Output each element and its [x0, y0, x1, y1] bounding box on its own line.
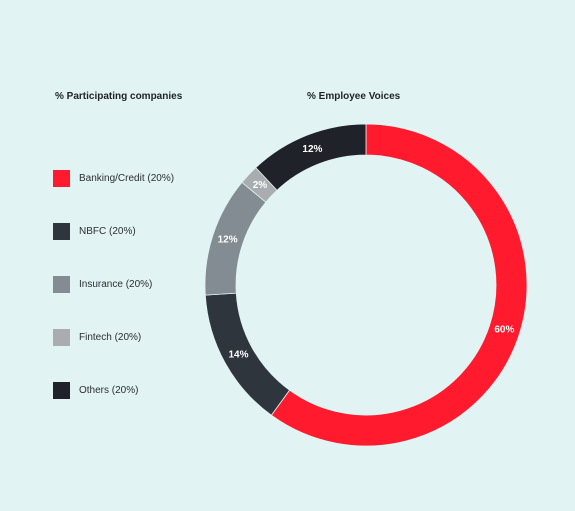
- legend-swatch-insurance: [53, 276, 70, 293]
- legend-item-fintech: Fintech (20%): [53, 328, 141, 347]
- legend-label-banking: Banking/Credit (20%): [79, 173, 175, 184]
- slice-banking: [270, 123, 528, 447]
- slice-others: [255, 123, 367, 191]
- legend-label-nbfc: NBFC (20%): [79, 226, 136, 237]
- legend-swatch-banking: [53, 170, 70, 187]
- legend-swatch-others: [53, 382, 70, 399]
- slice-banking-label: 60%: [494, 324, 514, 335]
- legend-item-nbfc: NBFC (20%): [53, 222, 136, 241]
- slice-fintech-label: 2%: [253, 180, 268, 191]
- legend-item-banking: Banking/Credit (20%): [53, 169, 174, 188]
- employee-voices-title: % Employee Voices: [307, 91, 401, 102]
- legend-label-others: Others (20%): [79, 385, 139, 396]
- legend-label-insurance: Insurance (20%): [79, 279, 153, 290]
- legend-item-others: Others (20%): [53, 381, 138, 400]
- legend-swatch-nbfc: [53, 223, 70, 240]
- slice-others-label: 12%: [302, 144, 322, 155]
- participating-companies-title: % Participating companies: [55, 91, 183, 102]
- slice-insurance-label: 12%: [218, 235, 238, 246]
- legend-item-insurance: Insurance (20%): [53, 275, 152, 294]
- legend-label-fintech: Fintech (20%): [79, 332, 142, 343]
- slice-nbfc-label: 14%: [228, 350, 248, 361]
- legend-swatch-fintech: [53, 329, 70, 346]
